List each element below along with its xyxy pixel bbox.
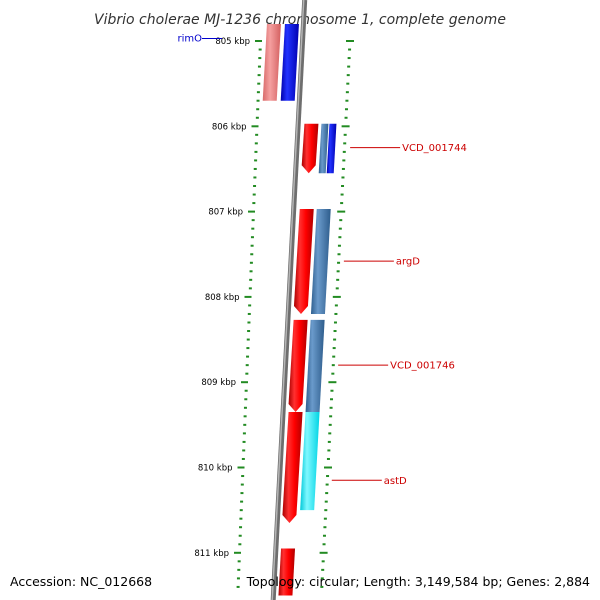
feature-VCD_001744-reverse-a[interactable] — [318, 123, 329, 174]
feature-VCD_001746-reverse[interactable] — [305, 319, 325, 413]
feature-argD-reverse[interactable] — [310, 209, 331, 314]
gene-label-VCD_001746[interactable]: VCD_001746 — [390, 361, 455, 372]
tick-label: 811 kbp — [194, 549, 229, 559]
tick-label: 805 kbp — [215, 37, 250, 47]
feature-VCD_001746-forward[interactable] — [288, 319, 308, 413]
backbone-line — [270, 0, 308, 600]
topology-summary-text: Topology: circular; Length: 3,149,584 bp… — [246, 574, 590, 589]
feature-rimO-forward[interactable] — [262, 23, 281, 101]
gene-label-astD[interactable]: astD — [384, 476, 407, 487]
gene-label-VCD_001744[interactable]: VCD_001744 — [402, 143, 467, 154]
map-title: Vibrio cholerae MJ-1236 chromosome 1, co… — [94, 12, 506, 28]
labels-group: rimO VCD_001744 argD VCD_001746 astD — [177, 33, 466, 486]
feature-rimO-reverse[interactable] — [280, 23, 299, 101]
features-group — [262, 23, 337, 596]
feature-next-forward[interactable] — [278, 548, 296, 596]
feature-VCD_001744-reverse-b[interactable] — [326, 123, 337, 174]
gene-label-argD[interactable]: argD — [396, 257, 420, 268]
tick-label: 809 kbp — [201, 378, 236, 388]
feature-astD-forward[interactable] — [282, 412, 303, 523]
ticks-left-group: 805 kbp 806 kbp 807 kbp 808 kbp 809 kbp 810 k… — [194, 37, 262, 588]
tick-label: 808 kbp — [205, 293, 240, 303]
tick-label: 807 kbp — [208, 208, 243, 218]
feature-argD-forward[interactable] — [293, 209, 314, 314]
accession-text: Accession: NC_012668 — [10, 574, 152, 589]
feature-VCD_001744-forward[interactable] — [301, 123, 319, 174]
tick-label: 806 kbp — [212, 122, 247, 132]
tick-label: 810 kbp — [198, 464, 233, 474]
ticks-right-group — [319, 40, 354, 588]
backbone-highlight — [271, 0, 305, 600]
feature-astD-reverse[interactable] — [300, 412, 320, 511]
backbone-group — [270, 0, 308, 600]
gene-label-rimO[interactable]: rimO — [177, 33, 202, 44]
